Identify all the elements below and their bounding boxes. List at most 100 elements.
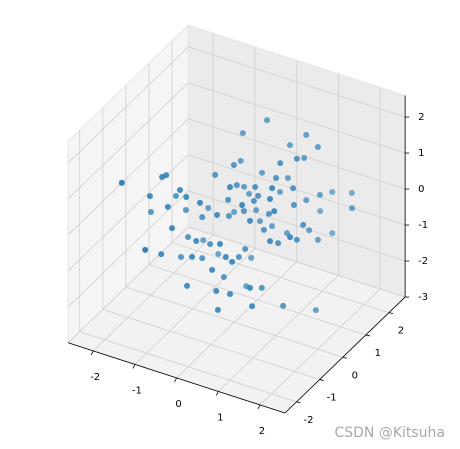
point — [273, 174, 280, 181]
point — [316, 191, 323, 198]
point — [276, 188, 283, 195]
point — [207, 241, 214, 248]
point — [182, 207, 189, 214]
point — [269, 185, 276, 192]
z-tick-label: -1 — [418, 220, 428, 231]
point — [118, 179, 125, 186]
point — [216, 240, 223, 247]
point — [349, 205, 356, 212]
point — [189, 253, 196, 260]
x-tick-label: -1 — [132, 385, 142, 396]
y-axis — [284, 296, 406, 414]
point — [225, 196, 232, 203]
x-tick-label: 2 — [259, 426, 265, 437]
y-tick — [365, 334, 370, 337]
point — [348, 189, 355, 196]
point — [277, 160, 284, 167]
point — [226, 291, 233, 298]
point — [284, 174, 291, 181]
z-tick-label: -3 — [418, 292, 428, 303]
point — [303, 197, 310, 204]
point — [183, 194, 190, 201]
y-tick-label: -1 — [327, 393, 337, 404]
point — [264, 117, 271, 124]
point — [241, 183, 248, 190]
z-tick-label: 0 — [418, 184, 424, 195]
point — [172, 192, 179, 199]
point — [259, 169, 266, 176]
point — [233, 182, 240, 189]
x-tick — [174, 377, 177, 383]
point — [176, 186, 183, 193]
point — [252, 184, 259, 191]
x-tick — [257, 404, 261, 410]
point — [314, 143, 321, 150]
y-tick-label: 1 — [375, 348, 381, 359]
x-tick-label: 1 — [217, 412, 223, 423]
x-tick-label: -2 — [90, 372, 100, 383]
z-tick-label: 2 — [418, 112, 424, 123]
point — [209, 266, 216, 273]
point — [286, 142, 293, 149]
point — [222, 254, 229, 261]
point — [193, 237, 200, 244]
point — [199, 214, 206, 221]
point — [329, 189, 336, 196]
point — [177, 253, 184, 260]
point — [275, 240, 282, 247]
point — [329, 230, 336, 237]
grid — [67, 33, 406, 406]
points — [118, 117, 356, 314]
grid-line — [67, 190, 406, 308]
point — [247, 217, 254, 224]
grid-line — [67, 118, 406, 236]
point — [205, 204, 212, 211]
point — [196, 199, 203, 206]
point — [293, 236, 300, 243]
point — [267, 238, 274, 245]
point — [225, 212, 232, 219]
z-tick-label: -2 — [418, 256, 428, 267]
point — [200, 237, 207, 244]
grid-line — [67, 226, 406, 344]
watermark: CSDN @Kitsuha — [334, 425, 445, 441]
y-tick — [342, 356, 347, 359]
grid-line — [67, 46, 406, 164]
point — [250, 198, 257, 205]
point — [290, 202, 297, 209]
x-tick — [215, 391, 219, 396]
point — [229, 258, 236, 265]
point — [290, 185, 297, 192]
point — [269, 223, 276, 230]
point — [235, 254, 242, 261]
point — [185, 233, 192, 240]
point — [159, 173, 166, 180]
axes: -2 -1 0 1 2 -2 -1 0 1 2 -3 -2 -1 0 1 2 — [68, 95, 428, 437]
point — [280, 302, 287, 309]
point — [287, 234, 294, 241]
point — [293, 155, 300, 162]
point — [213, 287, 220, 294]
point — [214, 211, 221, 218]
point — [267, 195, 274, 202]
y-tick-label: 0 — [352, 370, 358, 381]
point — [312, 307, 319, 314]
point — [199, 255, 206, 262]
point — [271, 208, 278, 215]
point — [265, 210, 272, 217]
point — [237, 157, 244, 164]
y-tick — [296, 401, 301, 404]
panes — [67, 24, 407, 414]
point — [214, 306, 221, 313]
point — [317, 208, 324, 215]
x-tick-label: 0 — [175, 399, 181, 410]
point — [147, 208, 154, 215]
point — [158, 251, 165, 258]
point — [231, 209, 238, 216]
point — [314, 236, 321, 243]
point — [256, 218, 263, 225]
point — [303, 131, 310, 138]
point — [306, 227, 313, 234]
point — [215, 251, 222, 258]
point — [258, 284, 265, 291]
